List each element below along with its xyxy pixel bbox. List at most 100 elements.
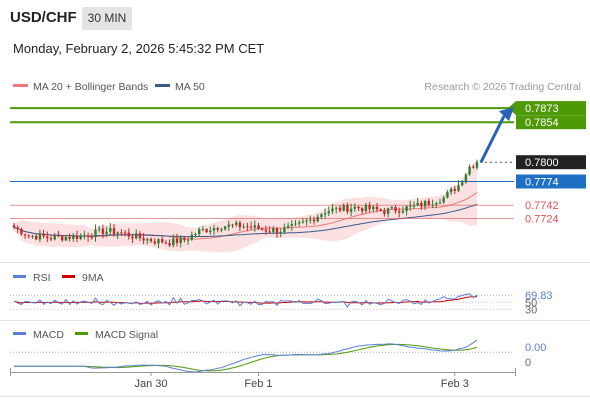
candle-body	[468, 166, 471, 175]
candle-body	[398, 211, 401, 213]
symbol-title: USD/CHF	[10, 9, 77, 26]
candle-body	[431, 204, 434, 206]
candle-body	[268, 231, 271, 233]
candle-body	[79, 235, 82, 239]
candle-body	[338, 207, 342, 211]
rsi-legend-label: RSI	[33, 272, 51, 284]
candle-body	[394, 207, 397, 212]
macd-signal-legend-label: MACD Signal	[95, 329, 158, 341]
macd-value-label: 0.00	[525, 342, 546, 354]
level-tag-current	[516, 155, 586, 170]
forecast-arrow-head	[499, 107, 514, 122]
level-label-support: 0.7742	[525, 200, 559, 212]
rsi-ma-legend-swatch	[62, 275, 75, 278]
candle-body	[412, 205, 416, 207]
candle-body	[264, 229, 268, 232]
candle-body	[383, 210, 386, 214]
candle-body	[309, 219, 312, 221]
candle-body	[64, 237, 68, 241]
candle-body	[353, 206, 356, 209]
copyright: Research © 2026 Trading Central	[424, 81, 581, 93]
candle-body	[327, 211, 330, 214]
candle-body	[172, 238, 175, 246]
candle-body	[83, 235, 86, 237]
candle-body	[109, 228, 112, 232]
candle-body	[438, 202, 442, 204]
chart-datetime: Monday, February 2, 2026 5:45:32 PM CET	[13, 41, 265, 56]
candle-body	[90, 237, 93, 238]
candle-body	[198, 229, 201, 235]
candle-body	[105, 231, 108, 234]
candle-body	[61, 236, 64, 241]
candle-body	[457, 185, 460, 191]
candle-body	[168, 243, 171, 246]
candle-body	[205, 229, 208, 233]
candle-body	[453, 188, 456, 191]
candle-body	[112, 228, 116, 234]
candle-body	[331, 208, 334, 212]
candle-body	[472, 166, 475, 168]
candle-body	[368, 204, 371, 210]
candle-body	[127, 232, 130, 237]
candle-body	[461, 182, 464, 186]
candle-body	[220, 229, 223, 231]
candle-body	[390, 207, 393, 209]
candle-body	[253, 225, 256, 228]
ma50-legend-swatch	[155, 84, 170, 87]
candle-body	[164, 242, 168, 244]
candle-body	[294, 223, 297, 225]
time-axis-label: Feb 3	[441, 378, 469, 390]
candle-body	[223, 226, 227, 230]
candle-body	[98, 228, 101, 230]
candle-body	[442, 197, 445, 203]
candle-body	[216, 228, 219, 230]
bollinger-band	[14, 159, 477, 253]
candle-body	[72, 235, 75, 239]
candle-body	[249, 226, 253, 228]
rsi-ma-legend-label: 9MA	[82, 272, 104, 284]
candle-body	[231, 224, 234, 226]
candle-body	[386, 208, 390, 214]
candle-body	[286, 225, 290, 228]
candle-body	[342, 205, 345, 211]
candle-body	[135, 233, 138, 239]
level-tag-resistance	[516, 115, 586, 130]
candle-body	[201, 229, 205, 231]
candle-body	[23, 234, 27, 236]
candle-body	[194, 234, 197, 236]
candle-body	[405, 206, 408, 211]
candle-body	[475, 162, 479, 168]
candle-body	[42, 233, 45, 237]
candle-body	[131, 236, 134, 239]
candle-body	[116, 232, 119, 234]
candle-body	[94, 229, 97, 238]
ma20-line	[13, 192, 478, 240]
candle-body	[372, 206, 375, 210]
rsi-level-label: 30	[525, 304, 537, 316]
candle-body	[161, 239, 164, 243]
level-tag-resistance	[516, 101, 586, 116]
candle-body	[246, 226, 249, 228]
candle-body	[335, 207, 338, 209]
candle-body	[242, 226, 245, 228]
candle-body	[157, 239, 160, 244]
candle-body	[357, 206, 360, 209]
candle-body	[323, 213, 327, 215]
candle-body	[427, 200, 430, 205]
candle-body	[272, 228, 275, 232]
candle-body	[75, 235, 79, 239]
candle-body	[120, 232, 123, 234]
candle-body	[16, 227, 19, 229]
candle-body	[375, 206, 379, 210]
timeframe-button[interactable]: 30 MIN	[82, 7, 132, 30]
candle-body	[101, 228, 105, 234]
candle-body	[261, 228, 264, 230]
candle-body	[209, 230, 212, 233]
candle-body	[298, 222, 301, 224]
candle-body	[416, 202, 419, 206]
macd-line	[14, 339, 478, 373]
candle-body	[190, 234, 193, 240]
time-axis-label: Jan 30	[134, 378, 167, 390]
candle-body	[364, 204, 368, 212]
